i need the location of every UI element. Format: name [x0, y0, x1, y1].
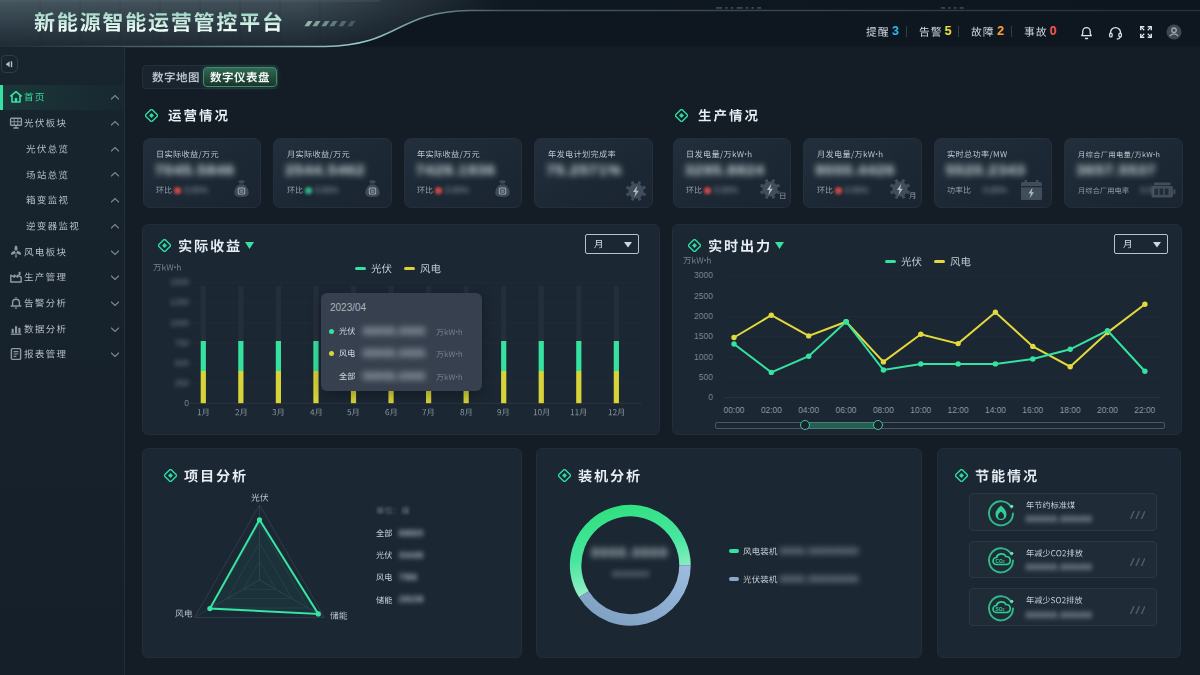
svg-text:CO2: CO2	[995, 560, 1004, 565]
svg-text:SO2: SO2	[995, 607, 1004, 612]
